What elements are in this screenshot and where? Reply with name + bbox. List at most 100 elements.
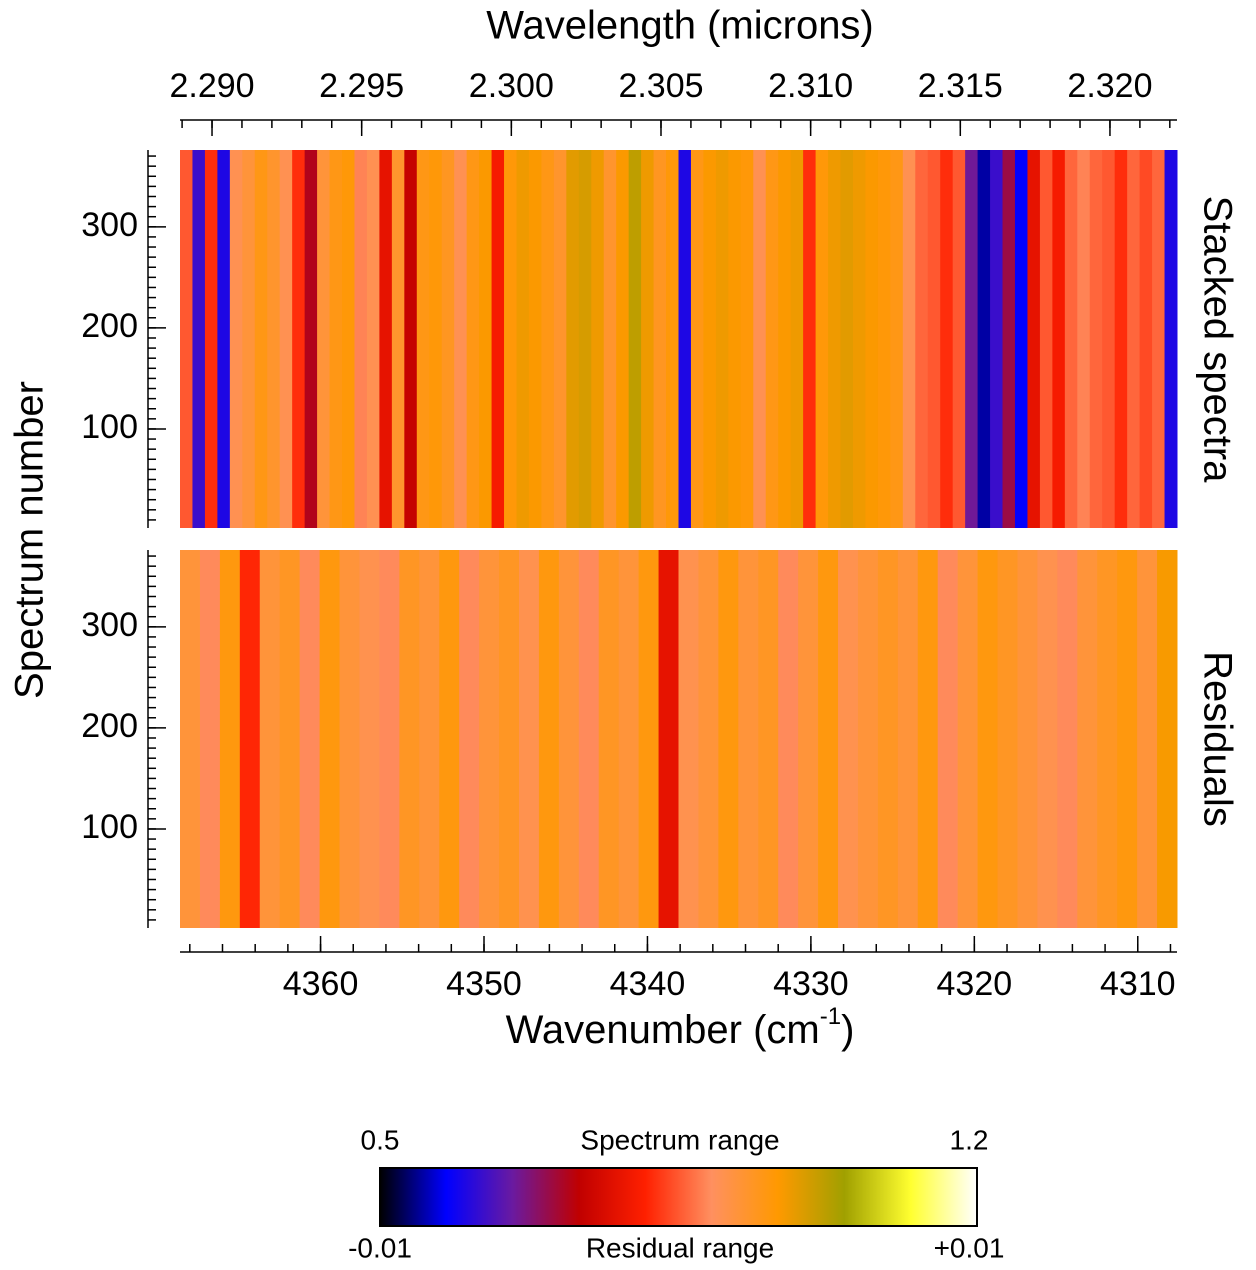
heatmap-cell	[703, 150, 717, 528]
heatmap-cell	[279, 150, 293, 528]
heatmap-cell	[603, 150, 617, 528]
heatmap-cell	[339, 550, 360, 928]
heatmap-cell	[578, 150, 592, 528]
bottom-tick-label: 4330	[773, 965, 849, 1003]
heatmap-cell	[591, 150, 605, 528]
heatmap-cell	[790, 150, 804, 528]
heatmap-cell	[1064, 150, 1078, 528]
heatmap-cell	[1089, 150, 1103, 528]
heatmap-cell	[459, 550, 480, 928]
heatmap-cell	[952, 150, 966, 528]
heatmap-cell	[192, 150, 206, 528]
heatmap-cell	[1014, 150, 1028, 528]
panel-label: Stacked spectra	[1195, 196, 1239, 484]
heatmap-cell	[379, 550, 400, 928]
heatmap-cell	[937, 550, 959, 928]
heatmap-cell	[977, 550, 999, 928]
heatmap-cell	[180, 150, 193, 528]
panel-label: Residuals	[1195, 651, 1239, 827]
y-tick-label: 200	[81, 707, 138, 745]
heatmap-cell	[499, 550, 520, 928]
heatmap-cell	[803, 150, 817, 528]
heatmap-cell	[965, 150, 979, 528]
heatmap-cell	[915, 150, 929, 528]
heatmap-cell	[1097, 550, 1118, 928]
heatmap-cell	[917, 550, 939, 928]
heatmap-cell	[379, 150, 393, 528]
heatmap-cell	[765, 150, 779, 528]
top-tick-label: 2.290	[169, 67, 254, 105]
heatmap-cell	[957, 550, 979, 928]
heatmap-cell	[279, 550, 301, 928]
heatmap-cell	[439, 550, 460, 928]
heatmap-cell	[479, 550, 500, 928]
heatmap-cell	[927, 150, 941, 528]
bottom-tick-label: 4320	[937, 965, 1013, 1003]
heatmap-cell	[840, 150, 854, 528]
y-tick-label: 200	[81, 307, 138, 345]
heatmap-cell	[518, 550, 540, 928]
heatmap-cell	[391, 150, 405, 528]
heatmap-cell	[877, 150, 891, 528]
colorbar-tick-label: 0.5	[361, 1124, 400, 1155]
top-tick-label: 2.315	[918, 67, 1003, 105]
heatmap-cell	[454, 150, 468, 528]
heatmap-cell	[890, 150, 904, 528]
heatmap-cell	[778, 150, 792, 528]
heatmap-cell	[267, 150, 281, 528]
colorbar	[379, 1167, 978, 1227]
heatmap-cell	[690, 150, 704, 528]
heatmap-cell	[857, 550, 879, 928]
heatmap-cell	[299, 550, 321, 928]
heatmap-cell	[504, 150, 517, 528]
heatmap-cell	[441, 150, 455, 528]
heatmap-cell	[566, 150, 580, 528]
heatmap-cell	[204, 150, 218, 528]
heatmap-cell	[728, 150, 742, 528]
heatmap-cell	[1114, 150, 1128, 528]
heatmap-cell	[778, 550, 799, 928]
heatmap-cell	[1017, 550, 1038, 928]
heatmap-cell	[678, 150, 692, 528]
top-axis-title: Wavelength (microns)	[486, 4, 874, 48]
colorbar-bottom-label: Residual range	[586, 1232, 774, 1263]
heatmap-cell	[616, 150, 630, 528]
top-tick-label: 2.300	[469, 67, 554, 105]
bottom-tick-label: 4310	[1100, 965, 1176, 1003]
heatmap-cell	[798, 550, 819, 928]
heatmap-cell	[1139, 150, 1153, 528]
heatmap-cell	[1127, 150, 1141, 528]
heatmap-cell	[219, 550, 241, 928]
x-axis-title-text: Wavenumber (cm	[506, 1008, 820, 1052]
heatmap-cell	[753, 150, 767, 528]
y-tick-label: 100	[81, 808, 138, 846]
heatmap-cell	[902, 150, 916, 528]
y-axis-title: Spectrum number	[8, 381, 52, 699]
heatmap-cell	[292, 150, 306, 528]
heatmap-cell	[1057, 550, 1078, 928]
heatmap-cell	[538, 550, 560, 928]
heatmap-cell	[516, 150, 530, 528]
heatmap-cell	[553, 150, 567, 528]
heatmap-cell	[1027, 150, 1041, 528]
heatmap-cell	[666, 150, 679, 528]
heatmap-cell	[479, 150, 493, 528]
heatmap-cell	[558, 550, 580, 928]
x-axis-title-sup: -1	[820, 1003, 841, 1030]
heatmap-cell	[199, 550, 221, 928]
heatmap-cell	[618, 550, 640, 928]
heatmap-cell	[259, 550, 281, 928]
heatmap-cell	[419, 550, 440, 928]
heatmap-cell	[1077, 150, 1091, 528]
bottom-tick-label: 4350	[446, 965, 522, 1003]
heatmap-cell	[416, 150, 430, 528]
heatmap-cell	[578, 550, 600, 928]
top-tick-label: 2.305	[618, 67, 703, 105]
heatmap-cell	[653, 150, 667, 528]
heatmap-cell	[865, 150, 879, 528]
heatmap-cell	[598, 550, 620, 928]
heatmap-cell	[329, 150, 343, 528]
top-tick-label: 2.295	[319, 67, 404, 105]
heatmap-cell	[1037, 550, 1058, 928]
